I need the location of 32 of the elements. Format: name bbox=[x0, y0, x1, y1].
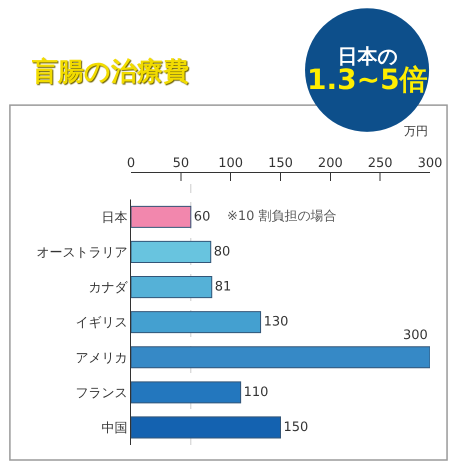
bar bbox=[131, 381, 242, 404]
data-label: 60 bbox=[194, 209, 210, 224]
x-tick-label: 150 bbox=[268, 156, 293, 171]
bar bbox=[131, 416, 281, 438]
bar bbox=[131, 346, 430, 368]
bar bbox=[131, 240, 212, 263]
y-tick-label: 中国 bbox=[101, 421, 128, 436]
data-label: 150 bbox=[284, 420, 308, 435]
y-tick-label: 日本 bbox=[101, 210, 128, 226]
y-tick-label: イギリス bbox=[75, 316, 128, 331]
x-tick-label: 200 bbox=[318, 156, 343, 171]
data-label: 81 bbox=[214, 280, 232, 295]
x-axis-title: 万円 bbox=[404, 124, 428, 138]
y-tick-label: カナダ bbox=[88, 280, 128, 296]
chart-title: 盲腸の治療費 bbox=[31, 57, 189, 87]
y-tick-label: アメリカ bbox=[75, 350, 128, 366]
bar bbox=[131, 311, 262, 334]
data-label: 80 bbox=[214, 244, 230, 260]
data-label: 110 bbox=[244, 384, 268, 400]
data-label: 300 bbox=[403, 328, 428, 343]
data-label: 130 bbox=[264, 314, 288, 330]
x-tick-label: 250 bbox=[368, 156, 393, 171]
annotation: ※10 割負担の場合 bbox=[227, 209, 337, 224]
y-tick-label: フランス bbox=[75, 386, 128, 401]
text: 日本の 1.3~5倍 bbox=[307, 44, 428, 96]
bar bbox=[131, 206, 192, 228]
y-tick-label: オーストラリア bbox=[36, 246, 128, 260]
x-tick-label: 50 bbox=[172, 156, 190, 171]
x-tick-label: 300 bbox=[418, 156, 442, 171]
x-tick-label: 0 bbox=[126, 156, 136, 171]
bar bbox=[131, 276, 212, 298]
x-tick-label: 100 bbox=[218, 156, 244, 171]
